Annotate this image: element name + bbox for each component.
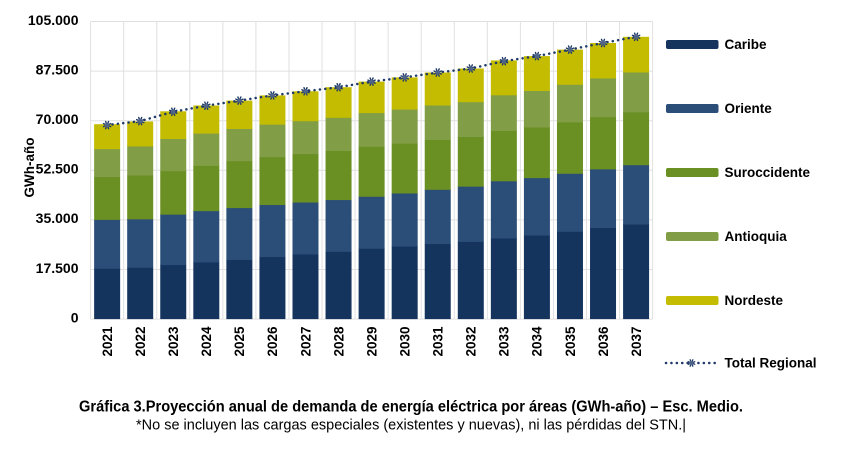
svg-text:2035: 2035 bbox=[563, 326, 578, 357]
svg-text:2028: 2028 bbox=[331, 326, 346, 357]
svg-text:35.000: 35.000 bbox=[36, 210, 79, 226]
svg-text:Antioquia: Antioquia bbox=[725, 229, 788, 244]
svg-text:17.500: 17.500 bbox=[36, 260, 79, 276]
svg-text:70.000: 70.000 bbox=[36, 111, 79, 127]
svg-text:2031: 2031 bbox=[431, 326, 446, 357]
svg-text:Suroccidente: Suroccidente bbox=[725, 165, 811, 180]
svg-text:2024: 2024 bbox=[199, 326, 214, 357]
svg-text:0: 0 bbox=[71, 309, 79, 325]
svg-text:Gráfica 3.Proyección anual de: Gráfica 3.Proyección anual de demanda de… bbox=[79, 399, 743, 416]
svg-text:2025: 2025 bbox=[232, 326, 247, 357]
svg-text:2034: 2034 bbox=[530, 326, 545, 357]
svg-text:2021: 2021 bbox=[100, 326, 115, 357]
svg-text:Nordeste: Nordeste bbox=[725, 293, 784, 308]
svg-text:105.000: 105.000 bbox=[28, 12, 79, 28]
svg-text:GWh-año: GWh-año bbox=[22, 138, 37, 198]
svg-text:87.500: 87.500 bbox=[36, 61, 79, 77]
svg-text:52.500: 52.500 bbox=[36, 161, 79, 177]
svg-text:Total Regional: Total Regional bbox=[725, 356, 817, 371]
svg-text:2027: 2027 bbox=[298, 327, 313, 357]
svg-text:Oriente: Oriente bbox=[725, 101, 773, 116]
svg-text:2029: 2029 bbox=[364, 327, 379, 357]
svg-text:2037: 2037 bbox=[629, 327, 644, 357]
svg-text:2026: 2026 bbox=[265, 326, 280, 357]
svg-text:Caribe: Caribe bbox=[725, 37, 768, 52]
svg-text:2022: 2022 bbox=[133, 327, 148, 357]
svg-text:2023: 2023 bbox=[166, 326, 181, 357]
svg-text:2032: 2032 bbox=[464, 327, 479, 357]
svg-text:2036: 2036 bbox=[596, 326, 611, 357]
svg-text:2033: 2033 bbox=[497, 326, 512, 357]
svg-text:*No se incluyen las cargas esp: *No se incluyen las cargas especiales (e… bbox=[136, 417, 686, 434]
svg-text:2030: 2030 bbox=[398, 327, 413, 357]
